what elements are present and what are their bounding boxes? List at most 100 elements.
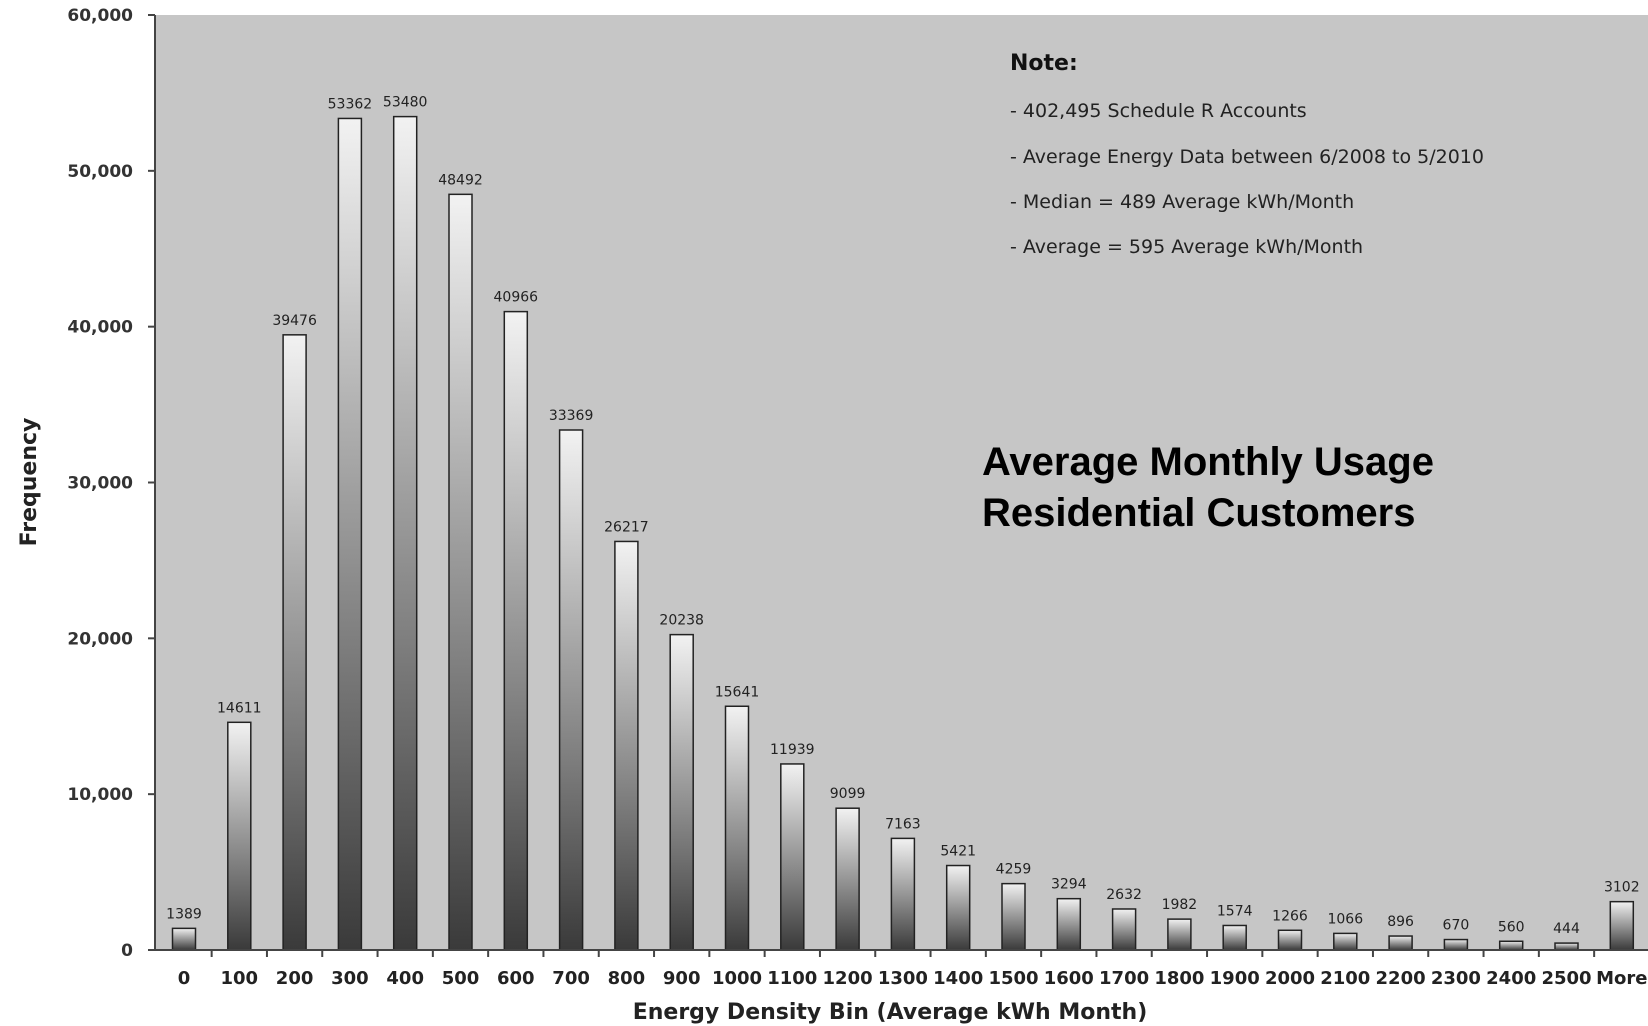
bar bbox=[1056, 897, 1082, 951]
bar bbox=[1111, 908, 1137, 951]
x-tick-label: 1000 bbox=[712, 968, 762, 989]
bar bbox=[724, 705, 750, 951]
note-line: - Average Energy Data between 6/2008 to … bbox=[1010, 146, 1484, 168]
x-axis-title: Energy Density Bin (Average kWh Month) bbox=[633, 1000, 1148, 1025]
x-tick-label: 2000 bbox=[1265, 968, 1315, 989]
data-label: 11939 bbox=[770, 742, 815, 758]
y-tick-label: 30,000 bbox=[67, 474, 133, 494]
note-box: Note: - 402,495 Schedule R Accounts - Av… bbox=[1010, 51, 1484, 258]
data-label: 1266 bbox=[1272, 908, 1308, 924]
x-tick-label: 1900 bbox=[1210, 968, 1260, 989]
x-tick-label: 1200 bbox=[823, 968, 873, 989]
x-tick-label: 700 bbox=[552, 968, 590, 989]
data-label: 40966 bbox=[494, 290, 539, 306]
data-label: 1982 bbox=[1162, 897, 1198, 913]
y-axis-title: Frequency bbox=[17, 418, 42, 547]
x-tick-label: 100 bbox=[221, 968, 259, 989]
x-axis: 0 100 200 300 400 500 600 700 800 900 1000 1100 1200… bbox=[155, 949, 1648, 989]
bar bbox=[392, 115, 418, 951]
bar bbox=[1277, 929, 1303, 951]
y-tick-label: 60,000 bbox=[67, 6, 133, 26]
data-label: 39476 bbox=[272, 313, 317, 329]
y-tick-label: 0 bbox=[121, 941, 133, 961]
y-tick-label: 40,000 bbox=[67, 318, 133, 338]
x-tick-label: 200 bbox=[276, 968, 314, 989]
data-label: 3294 bbox=[1051, 877, 1087, 893]
data-label: 896 bbox=[1387, 914, 1414, 930]
data-label: 14611 bbox=[217, 700, 262, 716]
y-tick-label: 10,000 bbox=[67, 785, 133, 805]
x-tick-label: 0 bbox=[178, 968, 191, 989]
bar bbox=[1222, 924, 1247, 951]
data-label: 9099 bbox=[830, 786, 866, 802]
bar bbox=[669, 633, 694, 951]
x-tick-label: 2500 bbox=[1541, 968, 1591, 989]
data-label: 560 bbox=[1498, 919, 1525, 935]
bar bbox=[614, 540, 639, 951]
note-line: - Median = 489 Average kWh/Month bbox=[1010, 191, 1354, 213]
y-axis: 0 10,000 20,000 30,000 40,000 50,000 60,000 bbox=[67, 6, 156, 961]
data-label: 5421 bbox=[940, 844, 976, 860]
x-tick-label: 1100 bbox=[767, 968, 817, 989]
bar bbox=[1001, 882, 1026, 951]
note-line: - 402,495 Schedule R Accounts bbox=[1010, 100, 1307, 122]
bar bbox=[780, 763, 805, 951]
bar bbox=[227, 721, 252, 951]
bar bbox=[945, 864, 971, 951]
x-tick-label: 1300 bbox=[878, 968, 928, 989]
x-tick-label: 2400 bbox=[1486, 968, 1536, 989]
chart-title-line-1: Average Monthly Usage bbox=[982, 440, 1434, 484]
bar bbox=[337, 117, 363, 951]
data-label: 670 bbox=[1443, 918, 1470, 934]
data-labels-group: 1389 14611 39476 53362 53480 48492 40966 33369 2… bbox=[166, 95, 1639, 937]
bars-group bbox=[171, 115, 1635, 951]
note-title: Note: bbox=[1010, 51, 1078, 76]
x-tick-label: 900 bbox=[663, 968, 701, 989]
data-label: 3102 bbox=[1604, 880, 1640, 896]
bar bbox=[1388, 935, 1413, 951]
x-tick-label: 2100 bbox=[1320, 968, 1370, 989]
bar bbox=[1333, 932, 1358, 951]
data-label: 1066 bbox=[1327, 911, 1363, 927]
bar bbox=[1443, 938, 1469, 951]
x-tick-label: 2200 bbox=[1376, 968, 1426, 989]
x-tick-label: 1400 bbox=[933, 968, 983, 989]
data-label: 444 bbox=[1553, 921, 1580, 937]
x-tick-label: 1600 bbox=[1044, 968, 1094, 989]
bar bbox=[503, 310, 529, 951]
x-tick-label: 400 bbox=[386, 968, 424, 989]
x-tick-label: 1500 bbox=[988, 968, 1038, 989]
bar bbox=[1498, 940, 1524, 951]
y-tick-label: 20,000 bbox=[67, 629, 133, 649]
x-tick-label: More bbox=[1596, 968, 1647, 989]
x-tick-label: 800 bbox=[608, 968, 646, 989]
data-label: 53480 bbox=[383, 95, 428, 111]
bar bbox=[1609, 900, 1635, 951]
data-label: 1389 bbox=[166, 906, 202, 922]
bar bbox=[835, 807, 860, 951]
chart-title-line-2: Residential Customers bbox=[982, 491, 1415, 535]
y-tick-label: 50,000 bbox=[67, 162, 133, 182]
data-label: 48492 bbox=[438, 172, 483, 188]
data-label: 7163 bbox=[885, 816, 921, 832]
note-line: - Average = 595 Average kWh/Month bbox=[1010, 236, 1363, 258]
data-label: 33369 bbox=[549, 408, 594, 424]
data-label: 26217 bbox=[604, 519, 649, 535]
bar bbox=[558, 429, 584, 951]
data-label: 2632 bbox=[1106, 887, 1142, 903]
bar bbox=[1167, 918, 1192, 951]
x-tick-label: 300 bbox=[331, 968, 369, 989]
x-tick-label: 600 bbox=[497, 968, 535, 989]
x-tick-label: 2300 bbox=[1431, 968, 1481, 989]
data-label: 15641 bbox=[715, 684, 760, 700]
data-label: 4259 bbox=[996, 862, 1032, 878]
bar bbox=[282, 334, 307, 951]
data-label: 1574 bbox=[1217, 903, 1253, 919]
x-tick-label: 1700 bbox=[1099, 968, 1149, 989]
bar bbox=[171, 927, 197, 951]
bar bbox=[448, 193, 473, 951]
x-tick-label: 500 bbox=[442, 968, 480, 989]
bar bbox=[890, 837, 916, 951]
data-label: 53362 bbox=[328, 96, 373, 112]
data-label: 20238 bbox=[659, 613, 704, 629]
